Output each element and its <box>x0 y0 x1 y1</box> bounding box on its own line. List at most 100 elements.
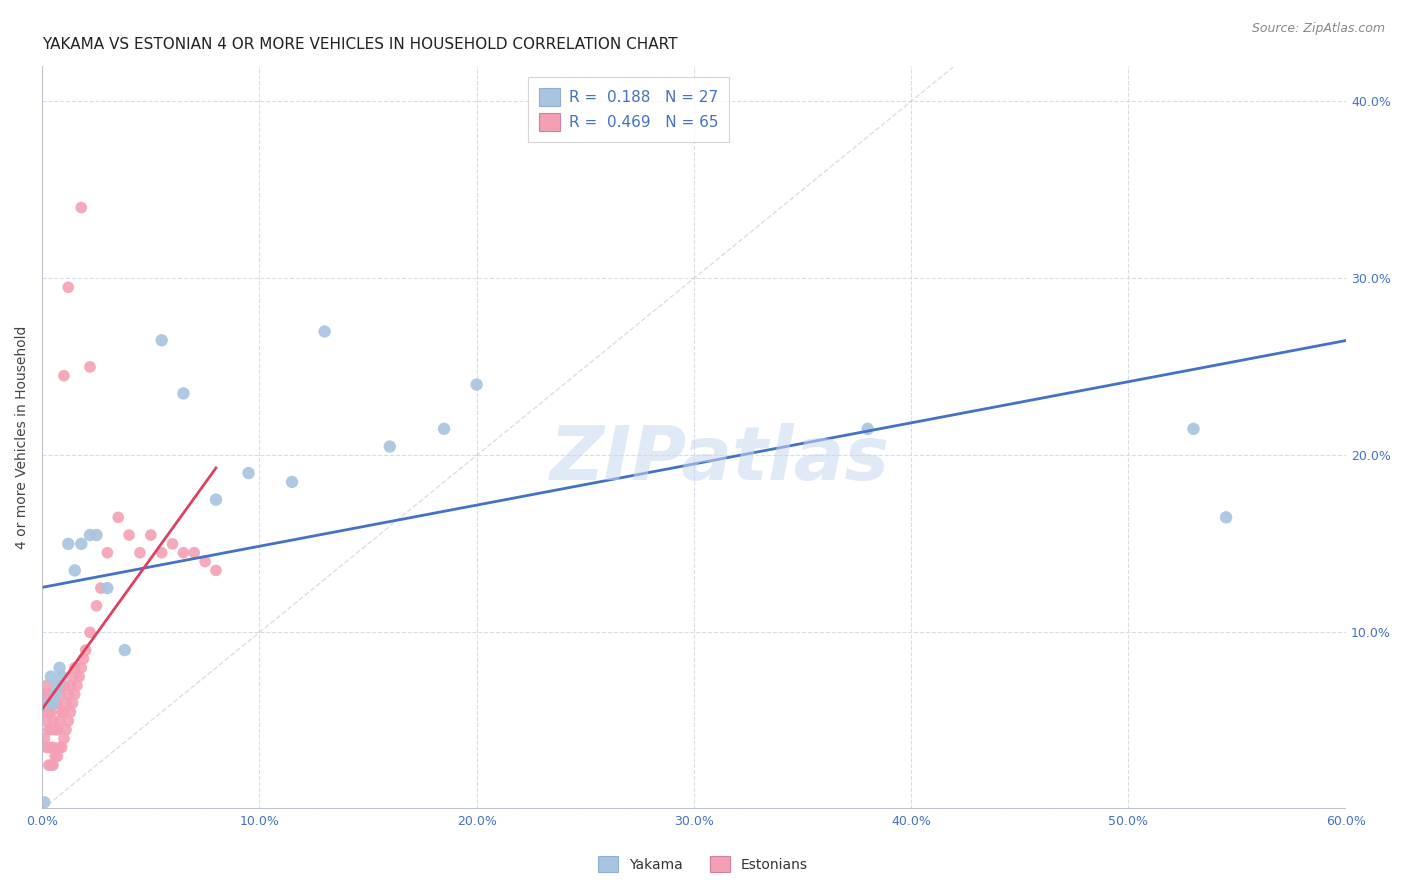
Point <box>34 687 56 701</box>
Point <box>66 678 89 692</box>
Point <box>205 563 228 577</box>
Point <box>281 475 304 489</box>
Point <box>52 368 75 383</box>
Point <box>86 599 108 613</box>
Point <box>194 555 217 569</box>
Point <box>42 758 65 772</box>
Point <box>70 201 93 215</box>
Point <box>52 705 75 719</box>
Point <box>63 563 86 577</box>
Point <box>162 537 184 551</box>
Point <box>34 731 56 746</box>
Point <box>172 546 194 560</box>
Point <box>42 714 65 728</box>
Point <box>378 440 401 454</box>
Point <box>51 740 73 755</box>
Point <box>46 678 69 692</box>
Point <box>38 740 60 755</box>
Point <box>59 678 82 692</box>
Point <box>55 723 77 737</box>
Point <box>34 705 56 719</box>
Point <box>205 492 228 507</box>
Point <box>96 546 118 560</box>
Point <box>34 795 56 809</box>
Point <box>114 643 136 657</box>
Point <box>59 705 82 719</box>
Point <box>1215 510 1237 524</box>
Y-axis label: 4 or more Vehicles in Household: 4 or more Vehicles in Household <box>15 326 30 549</box>
Point <box>67 670 90 684</box>
Point <box>38 687 60 701</box>
Point <box>51 678 73 692</box>
Point <box>86 528 108 542</box>
Point <box>46 749 69 764</box>
Point <box>90 581 112 595</box>
Point <box>44 687 66 701</box>
Point <box>38 696 60 710</box>
Point <box>35 678 58 692</box>
Text: ZIPatlas: ZIPatlas <box>550 424 890 497</box>
Text: Source: ZipAtlas.com: Source: ZipAtlas.com <box>1251 22 1385 36</box>
Point <box>39 723 62 737</box>
Point <box>39 670 62 684</box>
Point <box>35 740 58 755</box>
Point <box>79 625 101 640</box>
Point <box>63 661 86 675</box>
Point <box>183 546 205 560</box>
Point <box>62 670 84 684</box>
Point <box>44 723 66 737</box>
Point <box>70 537 93 551</box>
Point <box>856 422 879 436</box>
Point <box>39 705 62 719</box>
Point <box>48 687 70 701</box>
Point <box>48 740 70 755</box>
Point <box>58 714 80 728</box>
Point <box>39 687 62 701</box>
Point <box>52 731 75 746</box>
Point <box>79 359 101 374</box>
Point <box>62 696 84 710</box>
Point <box>465 377 488 392</box>
Point <box>42 740 65 755</box>
Point <box>52 678 75 692</box>
Point <box>79 528 101 542</box>
Point <box>314 325 336 339</box>
Point <box>63 687 86 701</box>
Point <box>51 670 73 684</box>
Point <box>96 581 118 595</box>
Point <box>58 687 80 701</box>
Point <box>38 758 60 772</box>
Point <box>58 280 80 294</box>
Point <box>48 714 70 728</box>
Point <box>1182 422 1205 436</box>
Point <box>118 528 141 542</box>
Point <box>44 749 66 764</box>
Point <box>75 643 97 657</box>
Point <box>55 696 77 710</box>
Point <box>42 696 65 710</box>
Point <box>51 705 73 719</box>
Point <box>72 652 94 666</box>
Point <box>58 537 80 551</box>
Point <box>38 723 60 737</box>
Point <box>46 696 69 710</box>
Point <box>42 687 65 701</box>
Point <box>70 661 93 675</box>
Point <box>35 696 58 710</box>
Point <box>129 546 152 560</box>
Point <box>433 422 456 436</box>
Legend: Yakama, Estonians: Yakama, Estonians <box>592 851 814 878</box>
Legend: R =  0.188   N = 27, R =  0.469   N = 65: R = 0.188 N = 27, R = 0.469 N = 65 <box>529 78 730 142</box>
Point <box>44 696 66 710</box>
Point <box>35 714 58 728</box>
Point <box>139 528 162 542</box>
Point <box>150 334 173 348</box>
Point <box>39 740 62 755</box>
Point <box>150 546 173 560</box>
Point <box>39 758 62 772</box>
Point <box>38 705 60 719</box>
Point <box>46 723 69 737</box>
Point <box>107 510 129 524</box>
Point <box>238 466 260 480</box>
Point <box>172 386 194 401</box>
